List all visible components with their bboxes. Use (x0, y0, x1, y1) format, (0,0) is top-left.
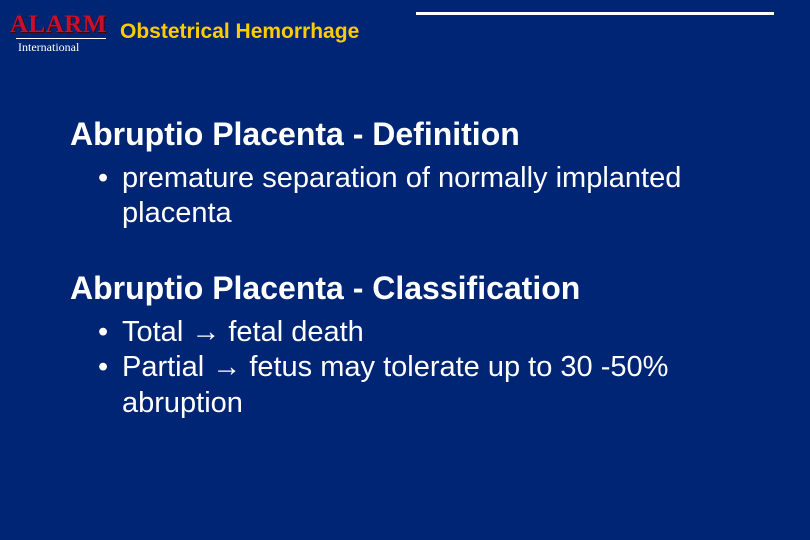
slide-content: Abruptio Placenta - Definition premature… (70, 116, 770, 459)
alarm-logo: ALARM International (10, 12, 106, 62)
section-heading-classification: Abruptio Placenta - Classification (70, 270, 770, 307)
slide-topic-title: Obstetrical Hemorrhage (120, 20, 359, 44)
bullet-list-definition: premature separation of normally implant… (98, 161, 770, 232)
list-item: Total → fetal death (98, 315, 770, 350)
list-item: premature separation of normally implant… (98, 161, 770, 232)
slide-header: ALARM International Obstetrical Hemorrha… (0, 18, 810, 68)
logo-underline (16, 38, 106, 39)
list-item: Partial → fetus may tolerate up to 30 -5… (98, 350, 770, 421)
bullet-list-classification: Total → fetal death Partial → fetus may … (98, 315, 770, 421)
section-heading-definition: Abruptio Placenta - Definition (70, 116, 770, 153)
logo-brand-text: ALARM (10, 12, 106, 37)
logo-subtext: International (18, 41, 106, 53)
header-rule (416, 12, 774, 15)
